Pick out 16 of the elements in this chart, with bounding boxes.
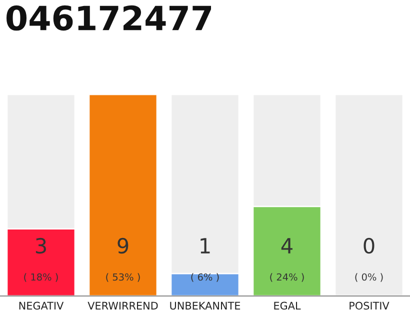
data-label: 0 xyxy=(364,238,374,254)
annotation: ( 18% ) xyxy=(24,273,58,282)
annotation: ( 24% ) xyxy=(270,273,304,282)
data-label: 1 xyxy=(200,238,210,254)
x-tick-label: UNBEKANNTE xyxy=(170,302,240,310)
data-label: 3 xyxy=(36,238,46,254)
annotation: ( 6% ) xyxy=(191,273,219,282)
data-label: 4 xyxy=(281,238,292,254)
data-label: 9 xyxy=(118,238,128,254)
chart-title: 046172477 xyxy=(6,5,212,31)
annotation: ( 0% ) xyxy=(355,273,383,282)
x-tick-label: VERWIRREND xyxy=(88,302,158,310)
x-tick-label: POSITIV xyxy=(350,302,390,310)
x-tick-label: NEGATIV xyxy=(19,302,64,310)
x-tick-label: EGAL xyxy=(274,302,301,310)
annotation: ( 53% ) xyxy=(106,273,140,282)
